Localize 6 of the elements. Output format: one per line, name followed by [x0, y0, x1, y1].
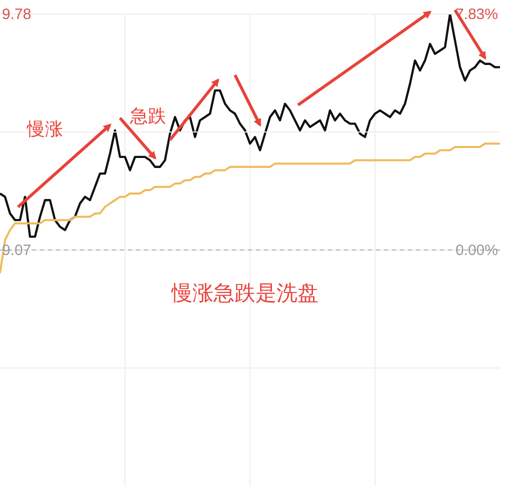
- line-series: [0, 142, 500, 274]
- annotation: 急跌: [129, 106, 166, 127]
- annotation: 慢涨: [26, 119, 63, 140]
- y2-tick-label: 0.00%: [455, 242, 498, 259]
- y-tick-label: 9.78: [2, 6, 32, 23]
- annotation: 慢涨急跌是洗盘: [170, 281, 318, 305]
